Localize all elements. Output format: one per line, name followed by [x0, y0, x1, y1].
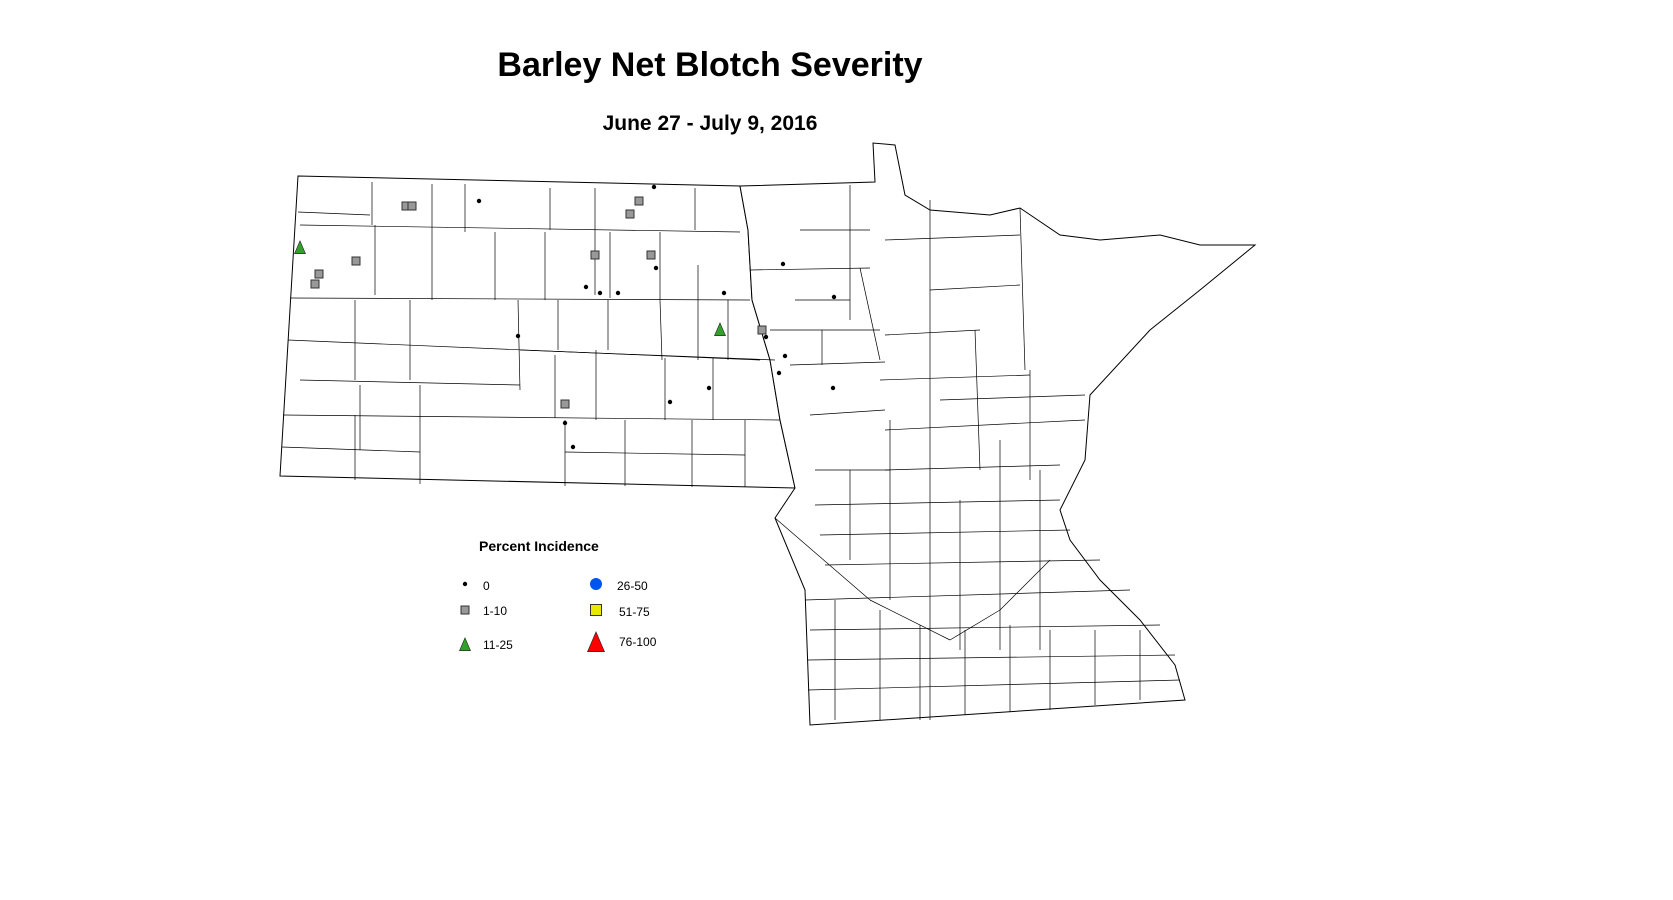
county-line: [939, 394, 1086, 401]
county-line: [564, 451, 746, 456]
county-line: [884, 329, 981, 336]
county-line: [884, 234, 1021, 241]
site-marker-gray-square: [646, 250, 656, 260]
county-line: [789, 361, 886, 366]
county-line: [814, 499, 1061, 506]
legend-yellow-square-icon: [590, 604, 602, 616]
legend-title: Percent Incidence: [479, 538, 599, 554]
survey-sites: [294, 184, 837, 450]
county-line: [809, 624, 1161, 631]
map-subtitle: June 27 - July 9, 2016: [602, 112, 818, 135]
county-line: [949, 609, 1001, 641]
county-line: [297, 211, 371, 216]
site-marker-small-dot: [706, 385, 712, 391]
site-marker-gray-square: [310, 279, 320, 289]
county-line: [824, 559, 1101, 566]
county-line: [281, 446, 421, 453]
legend-small-dot-icon: [462, 581, 468, 587]
site-marker-gray-square: [634, 196, 644, 206]
county-line: [884, 419, 1086, 431]
legend-label-1-10: 1-10: [483, 604, 508, 618]
county-line: [804, 589, 1131, 601]
county-line: [659, 299, 663, 361]
legend-red-triangle-icon: [587, 631, 605, 652]
minnesota-outline: [739, 142, 1257, 726]
site-marker-gray-square: [757, 325, 767, 335]
site-marker-small-dot: [830, 385, 836, 391]
site-marker-small-dot: [763, 334, 769, 340]
site-marker-gray-square: [407, 201, 417, 211]
map-title: Barley Net Blotch Severity: [497, 46, 923, 84]
site-marker-small-dot: [721, 290, 727, 296]
site-marker-small-dot: [831, 294, 837, 300]
site-marker-small-dot: [476, 198, 482, 204]
county-line: [879, 374, 1031, 381]
site-marker-small-dot: [570, 444, 576, 450]
county-line: [869, 599, 951, 641]
site-marker-green-triangle: [294, 240, 306, 254]
county-line: [299, 224, 741, 233]
county-line: [974, 329, 981, 471]
county-line: [299, 379, 521, 386]
legend-green-triangle-icon: [459, 637, 471, 651]
legend-label-76-100: 76-100: [619, 635, 657, 649]
site-marker-small-dot: [562, 420, 568, 426]
site-marker-small-dot: [780, 261, 786, 267]
legend-label-51-75: 51-75: [619, 605, 650, 619]
county-boundaries: [281, 182, 1181, 720]
county-line: [1019, 207, 1026, 371]
county-line: [749, 267, 871, 271]
site-marker-gray-square: [560, 399, 570, 409]
site-marker-small-dot: [653, 265, 659, 271]
county-line: [289, 297, 751, 301]
legend-blue-circle-icon: [590, 578, 602, 590]
county-line: [999, 559, 1051, 611]
legend-label-11-25: 11-25: [483, 638, 513, 652]
county-line: [519, 349, 776, 361]
site-marker-small-dot: [776, 370, 782, 376]
site-marker-small-dot: [615, 290, 621, 296]
legend-label-26-50: 26-50: [617, 579, 648, 593]
county-line: [807, 679, 1181, 691]
county-line: [282, 414, 781, 421]
county-line: [517, 299, 521, 391]
county-line: [884, 464, 1061, 471]
site-marker-gray-square: [314, 269, 324, 279]
site-marker-small-dot: [515, 333, 521, 339]
site-marker-small-dot: [651, 184, 657, 190]
site-marker-small-dot: [583, 284, 589, 290]
legend-symbols: [459, 578, 605, 652]
county-line: [774, 517, 871, 601]
site-marker-small-dot: [597, 290, 603, 296]
county-line: [809, 409, 886, 416]
legend-label-0: 0: [483, 579, 490, 593]
legend-gray-square-icon: [460, 605, 470, 615]
county-line: [807, 654, 1176, 661]
site-marker-gray-square: [625, 209, 635, 219]
site-marker-small-dot: [782, 353, 788, 359]
county-line: [819, 529, 1071, 536]
site-marker-gray-square: [590, 250, 600, 260]
site-marker-green-triangle: [714, 322, 726, 336]
county-line: [929, 284, 1021, 291]
site-marker-small-dot: [667, 399, 673, 405]
county-line: [859, 267, 881, 361]
site-marker-gray-square: [351, 256, 361, 266]
